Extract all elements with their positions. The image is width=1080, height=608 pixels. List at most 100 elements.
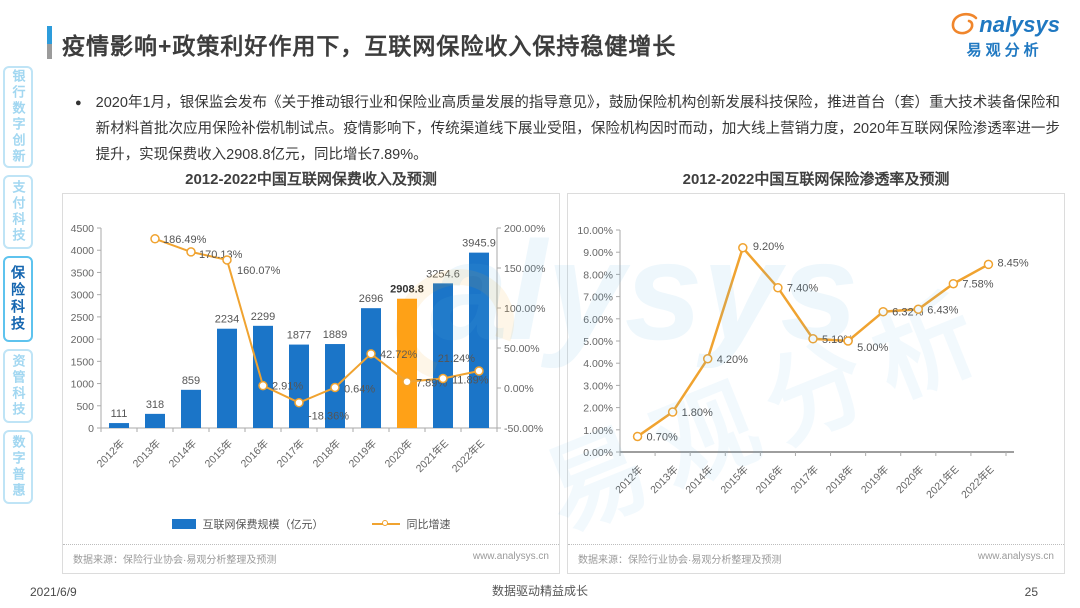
analysys-swoosh-icon [951, 12, 978, 35]
svg-text:2500: 2500 [71, 312, 95, 324]
bar-legend-swatch [171, 519, 196, 529]
svg-text:3000: 3000 [71, 290, 95, 302]
intro-paragraph: ● 2020年1月，银保监会发布《关于推动银行业和保险业高质量发展的指导意见》，… [75, 90, 1060, 168]
sidebar-item-asset-mgmt-tech[interactable]: 资管科技 [3, 349, 33, 423]
svg-text:11.89%: 11.89% [452, 374, 489, 386]
svg-text:3.00%: 3.00% [583, 380, 613, 392]
svg-text:2019年: 2019年 [858, 463, 891, 496]
svg-text:1.00%: 1.00% [583, 425, 613, 437]
svg-text:6.00%: 6.00% [583, 314, 613, 326]
sidebar-item-payment-tech[interactable]: 支付科技 [3, 175, 33, 249]
svg-text:21.24%: 21.24% [438, 353, 476, 365]
svg-text:150.00%: 150.00% [504, 263, 545, 275]
svg-text:500: 500 [76, 401, 94, 413]
penetration-rate-panel: 0.00% 1.00% 2.00% 3.00% 4.00% 5.00% 6.00% 7.00%… [567, 193, 1065, 574]
svg-text:2012年: 2012年 [613, 463, 646, 496]
footer-page-number: 25 [1024, 585, 1038, 599]
svg-text:2016年: 2016年 [238, 437, 271, 470]
page-title: 疫情影响+政策利好作用下，互联网保险收入保持稳健增长 [62, 33, 677, 59]
sidebar-item-digital-inclusion[interactable]: 数字普惠 [3, 430, 33, 504]
svg-text:0: 0 [88, 423, 94, 435]
logo-brand-cn: 易观分析 [966, 42, 1043, 59]
svg-text:200.00%: 200.00% [504, 223, 545, 235]
left-chart-site: www.analysys.cn [472, 551, 549, 562]
svg-text:100.00%: 100.00% [504, 303, 545, 315]
premium-income-panel: 0 500 1000 1500 2000 2500 3000 3500 4000 4500 -50.… [62, 193, 560, 574]
svg-text:-50.00%: -50.00% [504, 423, 543, 435]
right-chart-site: www.analysys.cn [977, 551, 1054, 562]
svg-text:2018年: 2018年 [823, 463, 856, 496]
svg-text:0.70%: 0.70% [647, 431, 678, 443]
sidebar-item-insurance-tech[interactable]: 保险科技 [3, 256, 33, 342]
svg-text:2022年E: 2022年E [449, 437, 487, 475]
logo-brand-text: nalysys [979, 12, 1060, 37]
svg-text:2019年: 2019年 [346, 437, 379, 470]
footer-slogan: 数据驱动精益成长 [491, 584, 588, 598]
svg-text:1.80%: 1.80% [682, 407, 713, 419]
bar-legend-label: 互联网保费规模（亿元） [202, 519, 324, 531]
svg-text:2.91%: 2.91% [272, 381, 303, 393]
bullet-icon: ● [75, 97, 82, 109]
line-legend-label: 同比增速 [406, 519, 451, 531]
svg-text:42.72%: 42.72% [380, 349, 418, 361]
svg-text:50.00%: 50.00% [504, 343, 540, 355]
svg-text:111: 111 [111, 408, 128, 420]
svg-text:3945.9: 3945.9 [462, 238, 496, 250]
sidebar-item-bank-digital[interactable]: 银行数字创新 [3, 66, 33, 168]
svg-text:2015年: 2015年 [202, 437, 235, 470]
svg-text:1889: 1889 [323, 329, 347, 341]
svg-text:2017年: 2017年 [274, 437, 307, 470]
svg-text:2299: 2299 [251, 311, 275, 323]
svg-text:2020年: 2020年 [893, 463, 926, 496]
line-legend-swatch [371, 520, 400, 526]
svg-text:2000: 2000 [71, 334, 95, 346]
svg-text:2016年: 2016年 [753, 463, 786, 496]
svg-text:9.20%: 9.20% [753, 241, 784, 253]
svg-text:170.13%: 170.13% [199, 249, 243, 261]
svg-text:6.43%: 6.43% [927, 304, 958, 316]
svg-text:4500: 4500 [71, 223, 95, 235]
svg-text:2020年: 2020年 [382, 437, 415, 470]
left-chart-source: 数据来源：保险行业协会·易观分析整理及预测 [73, 555, 277, 566]
svg-text:3254.6: 3254.6 [426, 268, 460, 280]
svg-text:2018年: 2018年 [310, 437, 343, 470]
svg-text:8.45%: 8.45% [997, 257, 1028, 269]
svg-text:186.49%: 186.49% [163, 234, 207, 246]
svg-text:2013年: 2013年 [648, 463, 681, 496]
analysys-logo: nalysys 易观分析 [949, 12, 1060, 60]
footer-date: 2021/6/9 [30, 585, 77, 599]
svg-text:0.00%: 0.00% [583, 447, 613, 459]
svg-text:7.00%: 7.00% [583, 292, 613, 304]
svg-text:0.00%: 0.00% [504, 383, 534, 395]
right-chart-source: 数据来源：保险行业协会·易观分析整理及预测 [578, 555, 782, 566]
svg-text:160.07%: 160.07% [237, 265, 281, 277]
svg-text:1500: 1500 [71, 356, 95, 368]
svg-text:5.00%: 5.00% [583, 336, 613, 348]
svg-text:5.00%: 5.00% [857, 342, 888, 354]
svg-text:2908.8: 2908.8 [390, 284, 424, 296]
svg-text:1000: 1000 [71, 379, 95, 391]
svg-text:2021年E: 2021年E [413, 437, 451, 475]
svg-text:318: 318 [146, 399, 164, 411]
svg-text:2.00%: 2.00% [583, 403, 613, 415]
penetration-rate-chart: 0.00% 1.00% 2.00% 3.00% 4.00% 5.00% 6.00% 7.00%… [577, 225, 1028, 501]
svg-text:2014年: 2014年 [166, 437, 199, 470]
svg-text:4.00%: 4.00% [583, 358, 613, 370]
svg-text:2017年: 2017年 [788, 463, 821, 496]
svg-text:2234: 2234 [215, 314, 239, 326]
svg-text:8.00%: 8.00% [583, 269, 613, 281]
svg-text:1877: 1877 [287, 330, 311, 342]
svg-text:859: 859 [182, 375, 200, 387]
svg-text:7.40%: 7.40% [787, 283, 818, 295]
svg-text:9.00%: 9.00% [583, 247, 613, 259]
svg-text:3500: 3500 [71, 267, 95, 279]
svg-text:7.58%: 7.58% [962, 279, 993, 291]
svg-text:2012年: 2012年 [94, 437, 127, 470]
svg-text:4000: 4000 [71, 245, 95, 257]
svg-text:2015年: 2015年 [718, 463, 751, 496]
svg-text:4.20%: 4.20% [717, 354, 748, 366]
chart-legend: 互联网保费规模（亿元） 同比增速 [63, 512, 559, 536]
svg-text:2021年E: 2021年E [923, 463, 961, 501]
svg-text:10.00%: 10.00% [577, 225, 613, 237]
